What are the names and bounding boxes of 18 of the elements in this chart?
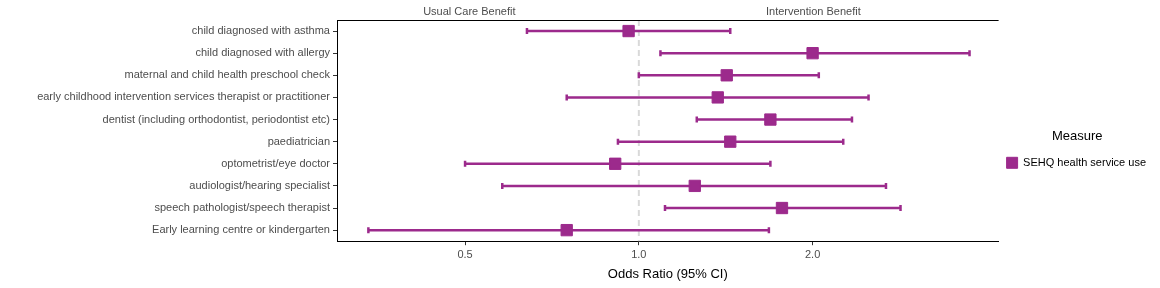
legend-label: SEHQ health service use	[1023, 155, 1146, 168]
y-tick-label: maternal and child health preschool check	[124, 68, 331, 81]
y-tick-label: dentist (including orthodontist, periodontist etc)	[102, 112, 330, 125]
x-axis-title: Odds Ratio (95% CI)	[607, 265, 728, 281]
y-tick-label: Early learning centre or kindergarten	[152, 223, 330, 236]
x-tick-label: 1.0	[631, 247, 647, 260]
y-tick-label: child diagnosed with asthma	[191, 24, 331, 37]
y-tick-label: paediatrician	[267, 134, 330, 147]
y-tick-label: optometrist/eye doctor	[221, 156, 331, 169]
x-tick-label: 2.0	[804, 247, 821, 260]
legend-title: Measure	[1052, 127, 1103, 143]
y-tick-label: early childhood intervention services therapist or practitioner	[37, 90, 331, 103]
x-tick-label: 0.5	[457, 247, 473, 260]
text: Usual Care Benefit	[423, 4, 516, 17]
text: Intervention Benefit	[765, 4, 861, 17]
y-tick-label: audiologist/hearing specialist	[189, 178, 330, 191]
y-tick-label: child diagnosed with allergy	[195, 46, 331, 59]
y-tick-label: speech pathologist/speech therapist	[154, 201, 330, 214]
